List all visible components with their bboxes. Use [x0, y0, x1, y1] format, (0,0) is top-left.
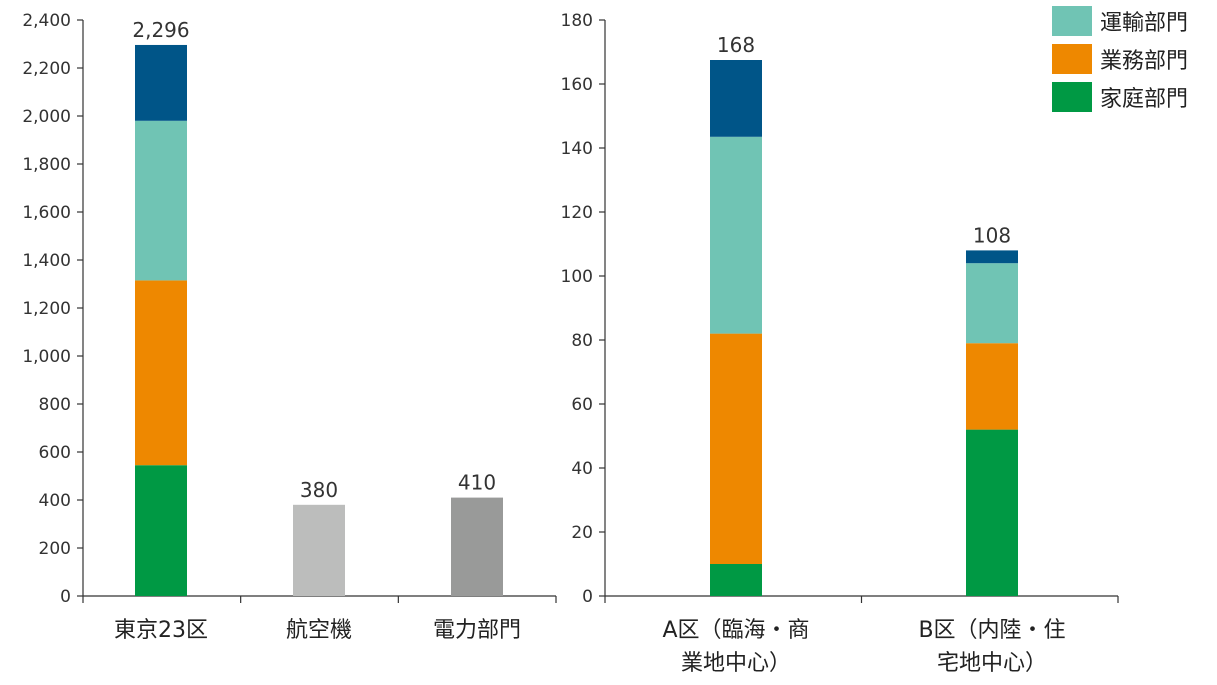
y-tick-label: 180: [561, 11, 593, 31]
left-chart-panel: 0 200 400 600 800 1,000 1,200 1,400 1,600 1,800 2,…: [22, 11, 557, 643]
y-tick-label: 140: [561, 139, 593, 159]
x-category-label: A区（臨海・商: [662, 618, 809, 643]
bar-segment: [710, 136, 762, 334]
y-tick-label: 80: [571, 331, 593, 351]
x-category-label: B区（内陸・住: [918, 618, 1065, 643]
bar-total-label: 108: [973, 223, 1011, 247]
y-tick-label: 200: [39, 539, 71, 559]
x-category-label: 電力部門: [433, 618, 521, 643]
bar-segment: [135, 120, 187, 281]
bar-total-label: 410: [458, 471, 496, 495]
y-tick-label: 1,200: [22, 299, 71, 319]
x-category-label: 業地中心）: [681, 651, 791, 676]
bar-segment: [966, 263, 1018, 344]
x-category-label: 宅地中心）: [937, 651, 1047, 676]
y-tick-label: 100: [561, 267, 593, 287]
y-tick-label: 1,000: [22, 347, 71, 367]
bar-segment: [966, 250, 1018, 264]
y-tick-label: 0: [582, 587, 593, 607]
legend-swatch: [1052, 82, 1092, 112]
bar-segment: [710, 333, 762, 564]
bar-segment: [293, 504, 345, 596]
y-tick-label: 20: [571, 523, 593, 543]
legend-label: 家庭部門: [1100, 87, 1188, 112]
bar-segment: [135, 280, 187, 466]
y-tick-label: 120: [561, 203, 593, 223]
y-tick-label: 60: [571, 395, 593, 415]
bar-total-label: 2,296: [132, 18, 189, 42]
bar-total-label: 380: [300, 478, 338, 502]
bar-total-label: 168: [717, 33, 755, 57]
bar-segment: [710, 60, 762, 137]
y-tick-label: 160: [561, 75, 593, 95]
x-category-label: 航空機: [286, 618, 352, 643]
y-tick-label: 2,400: [22, 11, 71, 31]
bar-segment: [966, 343, 1018, 430]
y-tick-label: 2,200: [22, 59, 71, 79]
bar-segment: [135, 44, 187, 121]
legend-swatch: [1052, 44, 1092, 74]
y-tick-label: 400: [39, 491, 71, 511]
legend-label: 運輸部門: [1100, 11, 1188, 36]
x-category-label: 東京23区: [114, 618, 208, 643]
y-tick-label: 2,000: [22, 107, 71, 127]
y-tick-label: 0: [60, 587, 71, 607]
legend-swatch: [1052, 6, 1092, 36]
bar-segment: [135, 465, 187, 596]
y-tick-label: 1,600: [22, 203, 71, 223]
y-tick-label: 600: [39, 443, 71, 463]
bar-segment: [966, 429, 1018, 596]
y-tick-label: 1,800: [22, 155, 71, 175]
bar-segment: [451, 497, 503, 596]
legend-label: 業務部門: [1100, 49, 1188, 74]
y-tick-label: 1,400: [22, 251, 71, 271]
y-tick-label: 40: [571, 459, 593, 479]
bar-segment: [710, 564, 762, 596]
y-tick-label: 800: [39, 395, 71, 415]
